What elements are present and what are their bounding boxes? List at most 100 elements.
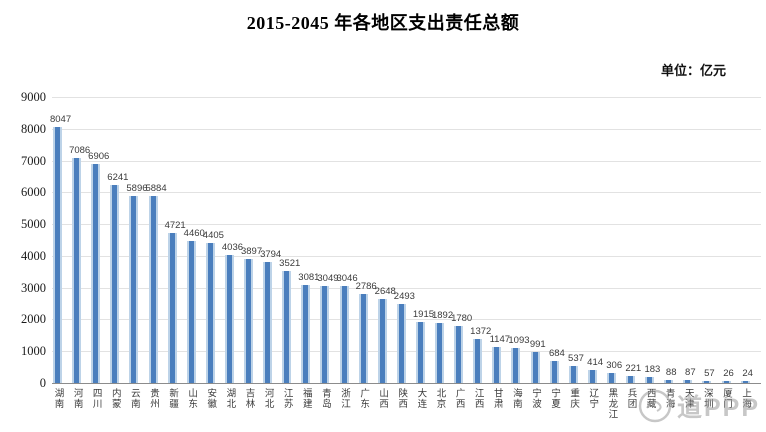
bar-value-label: 3897	[240, 246, 263, 258]
bar	[664, 380, 674, 383]
x-axis-label: 青海	[663, 388, 675, 409]
bar-value-label: 1372	[470, 326, 492, 338]
bar	[396, 303, 406, 383]
unit-label: 单位：亿元	[660, 63, 726, 78]
x-axis-label: 甘肃	[491, 388, 503, 409]
bar-value-label: 684	[548, 348, 565, 360]
bar-value-label: 3049	[317, 273, 339, 285]
bar-value-label: 1780	[451, 313, 473, 325]
bar	[282, 271, 292, 383]
gridline	[52, 192, 761, 194]
bar	[626, 375, 635, 383]
bar-value-label: 4460	[183, 228, 205, 240]
bar	[587, 369, 597, 383]
bar	[167, 232, 177, 383]
x-axis-label: 内蒙	[109, 388, 121, 409]
x-axis-label: 山西	[377, 388, 389, 409]
bar-value-label: 414	[587, 356, 604, 368]
gridline	[52, 97, 761, 98]
bar-value-label: 5896	[126, 182, 148, 194]
y-tick-label: 8000	[21, 121, 46, 136]
y-tick-label: 4000	[21, 248, 46, 263]
bar	[244, 259, 253, 383]
bar	[358, 294, 368, 383]
chart-title: 2015-2045 年各地区支出责任总额	[246, 13, 520, 33]
bar-value-label: 2648	[374, 285, 396, 297]
gridline	[52, 255, 761, 257]
bar-value-label: 991	[529, 338, 546, 350]
x-axis-label: 青岛	[319, 388, 331, 409]
x-axis-label: 西藏	[644, 388, 656, 409]
y-tick-label: 5000	[21, 217, 46, 232]
x-axis-label: 海南	[510, 388, 522, 409]
bar	[91, 163, 101, 383]
bar	[320, 286, 330, 383]
bar	[683, 380, 693, 383]
bar	[301, 285, 311, 383]
bar	[721, 381, 731, 383]
x-axis-label: 厦门	[720, 388, 732, 409]
bar	[549, 361, 559, 383]
x-axis-label: 北京	[434, 388, 446, 409]
x-axis-label: 云南	[128, 388, 140, 409]
bar-value-label: 4721	[164, 219, 186, 231]
x-axis-label: 天津	[682, 388, 694, 409]
x-axis-label: 湖北	[224, 388, 236, 409]
bar	[186, 241, 196, 383]
bar	[129, 195, 139, 383]
bar-value-label: 87	[685, 367, 696, 379]
x-axis-label: 吉林	[243, 388, 255, 409]
bar-value-label: 6906	[88, 150, 110, 162]
bar	[224, 254, 234, 383]
x-axis-label: 上海	[740, 388, 752, 409]
x-axis-label: 河北	[262, 388, 274, 409]
y-tick-label: 2000	[21, 312, 46, 327]
bar-value-label: 6241	[107, 171, 129, 183]
x-axis-label: 深圳	[701, 388, 713, 409]
x-axis-label: 四川	[90, 388, 102, 409]
bar	[702, 381, 712, 383]
bar-value-label: 183	[644, 364, 661, 376]
bar	[339, 286, 349, 383]
y-tick-label: 1000	[21, 344, 46, 359]
bar	[740, 381, 750, 383]
bar	[53, 127, 62, 383]
x-axis-label: 黑龙江	[606, 388, 618, 420]
bar	[263, 262, 273, 383]
bar	[148, 196, 158, 383]
x-axis-label: 兵团	[625, 388, 637, 409]
bar-value-label: 88	[665, 367, 677, 379]
bar	[377, 298, 387, 383]
bar	[492, 346, 502, 383]
bar-value-label: 24	[742, 368, 753, 379]
bar	[645, 377, 655, 383]
bar-value-label: 8047	[49, 114, 72, 126]
y-tick-label: 0	[39, 376, 46, 390]
bar-value-label: 3046	[336, 273, 358, 285]
gridline	[52, 351, 761, 353]
y-tick-label: 3000	[21, 280, 46, 295]
bar-value-label: 1147	[489, 333, 511, 345]
bar	[530, 351, 540, 383]
bar	[72, 157, 82, 383]
bar-value-label: 26	[723, 368, 734, 379]
gridline	[52, 128, 761, 130]
bar-value-label: 3081	[298, 272, 320, 284]
y-tick-label: 9000	[21, 90, 46, 104]
bar-value-label: 4036	[221, 241, 244, 253]
bar-value-label: 7086	[69, 144, 91, 156]
gridline	[52, 287, 761, 289]
bar-value-label: 3521	[279, 258, 301, 270]
x-axis-label: 安徽	[205, 388, 217, 409]
bar-value-label: 57	[704, 368, 715, 379]
bar-value-label: 3794	[260, 249, 282, 261]
x-axis-label: 江苏	[281, 388, 293, 409]
x-axis-label: 宁波	[529, 388, 541, 409]
x-axis-label: 河南	[71, 388, 83, 409]
bar	[511, 348, 521, 383]
bar	[415, 322, 425, 383]
bar	[568, 365, 578, 383]
x-axis-label: 辽宁	[587, 388, 599, 409]
x-axis-label: 贵州	[147, 388, 159, 409]
